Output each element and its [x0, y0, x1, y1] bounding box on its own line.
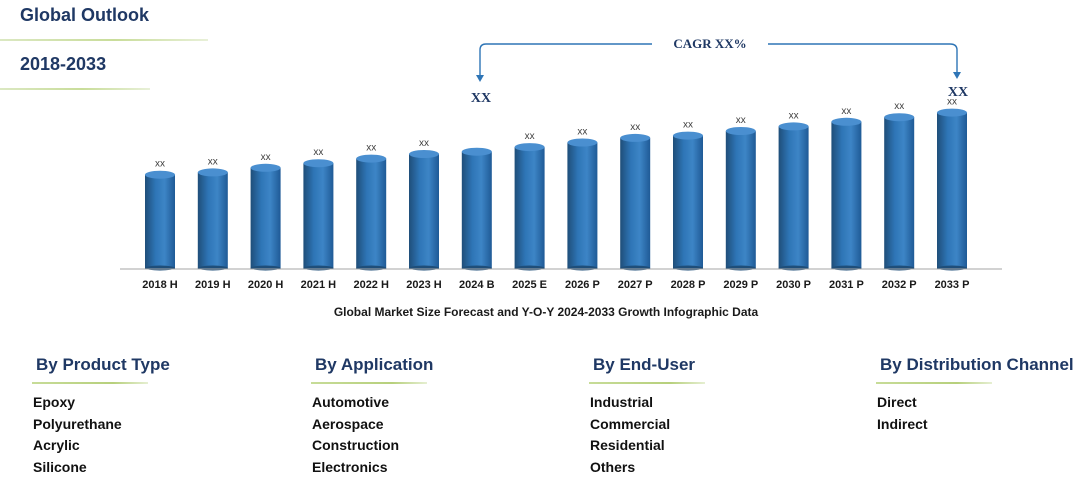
cagr-end-value: XX	[948, 85, 968, 100]
cagr-end-arrow	[953, 72, 961, 79]
x-tick-label: 2027 P	[618, 279, 653, 291]
segment-title: By Distribution Channel	[880, 355, 1074, 374]
bar-2032-p	[884, 113, 915, 271]
x-tick-label: 2020 H	[248, 279, 284, 291]
period-underline	[0, 88, 150, 90]
list-item: Polyurethane	[33, 415, 122, 432]
list-item: Residential	[590, 437, 665, 454]
bar-2025-e	[514, 143, 545, 271]
data-label: xx	[525, 131, 535, 142]
list-item: Silicone	[33, 459, 87, 476]
bar-2029-p	[725, 127, 756, 271]
list-item: Indirect	[877, 415, 928, 432]
x-tick-label: 2021 H	[301, 279, 337, 291]
x-tick-label: 2023 H	[406, 279, 442, 291]
segment-list: Direct Indirect	[877, 393, 928, 436]
page-title: Global Outlook	[20, 5, 149, 25]
list-item: Electronics	[312, 459, 388, 476]
list-item: Automotive	[312, 394, 389, 410]
bar-2021-h	[303, 159, 334, 271]
segment-list: Automotive Aerospace Construction Electroni…	[312, 393, 399, 480]
bar-2027-p	[620, 133, 651, 271]
cagr-start-arrow	[476, 75, 484, 82]
list-item: Commercial	[590, 415, 671, 432]
cagr-start-value: XX	[471, 91, 491, 106]
data-label: xx	[313, 147, 323, 158]
data-label: xx	[683, 120, 693, 131]
segment-title: By End-User	[593, 355, 696, 374]
data-label: xx	[894, 101, 904, 112]
segment-title: By Product Type	[36, 355, 170, 374]
data-label: xx	[630, 122, 640, 133]
bar-2023-h	[409, 150, 439, 271]
bar-2028-p	[673, 131, 703, 271]
x-tick-label: 2022 H	[353, 279, 389, 291]
segment-underline	[589, 382, 705, 384]
segment-list: Industrial Commercial Residential Others	[590, 393, 670, 480]
data-label: xx	[366, 143, 376, 154]
x-tick-label: 2026 P	[565, 279, 600, 291]
bar-2022-h	[356, 154, 387, 271]
segment-underline	[32, 382, 148, 384]
data-label: xx	[577, 127, 587, 138]
bar-2019-h	[197, 168, 228, 271]
x-tick-label: 2018 H	[142, 279, 178, 291]
segment-title: By Application	[315, 355, 434, 374]
bar-2020-h	[250, 163, 281, 271]
cagr-bracket	[479, 43, 958, 80]
x-tick-label: 2025 E	[512, 279, 547, 291]
x-tick-label: 2031 P	[829, 279, 864, 291]
x-tick-label: 2032 P	[882, 279, 917, 291]
data-label: xx	[419, 138, 429, 149]
data-label: xx	[736, 115, 746, 126]
title-underline	[0, 39, 208, 41]
bar-2033-p	[937, 108, 967, 271]
list-item: Acrylic	[33, 437, 80, 454]
x-tick-label: 2028 P	[671, 279, 706, 291]
period-label: 2018-2033	[20, 54, 107, 74]
bar-chart: xx xx xx xx xx xx xx xx xx xx xx xx xx xx xx 2018 H 201…	[120, 36, 1002, 319]
list-item: Aerospace	[312, 415, 384, 432]
data-label: xx	[947, 97, 957, 108]
list-item: Direct	[877, 394, 917, 410]
bar-2031-p	[831, 117, 862, 271]
x-tick-label: 2024 B	[459, 279, 495, 291]
segment-list: Epoxy Polyurethane Acrylic Silicone	[33, 393, 122, 480]
data-label: xx	[208, 156, 218, 167]
bar-2026-p	[567, 138, 598, 271]
x-tick-label: 2030 P	[776, 279, 811, 291]
data-label: xx	[789, 110, 799, 121]
list-item: Epoxy	[33, 394, 76, 410]
data-label: xx	[155, 159, 165, 170]
bar-2030-p	[778, 122, 809, 271]
cagr-label: CAGR XX%	[673, 36, 746, 51]
list-item: Others	[590, 459, 636, 476]
data-label: xx	[261, 152, 271, 163]
x-axis-title: Global Market Size Forecast and Y-O-Y 20…	[334, 305, 759, 319]
list-item: Industrial	[590, 394, 654, 410]
x-tick-label: 2019 H	[195, 279, 231, 291]
segment-underline	[311, 382, 427, 384]
bar-2024-b	[461, 147, 492, 271]
x-tick-label: 2029 P	[723, 279, 758, 291]
list-item: Construction	[312, 437, 400, 454]
bar-2018-h	[145, 170, 175, 271]
data-label: xx	[841, 106, 851, 117]
x-tick-label: 2033 P	[935, 279, 970, 291]
segment-underline	[876, 382, 992, 384]
